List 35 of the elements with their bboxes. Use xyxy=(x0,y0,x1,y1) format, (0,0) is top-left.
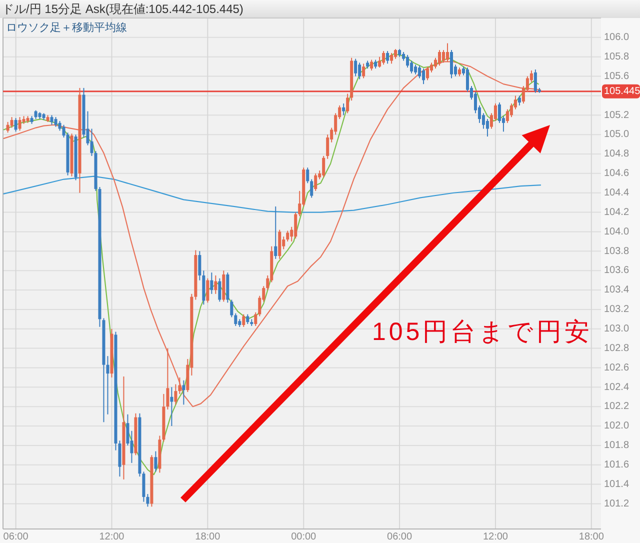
x-tick-label: 18:00 xyxy=(195,532,221,543)
y-tick-label: 104.6 xyxy=(604,168,630,180)
y-tick-label: 103.0 xyxy=(604,324,630,335)
chart-subtitle: ロウソク足＋移動平均線 xyxy=(6,22,127,34)
y-tick-label: 102.2 xyxy=(604,401,630,412)
ref-line-label: 105.445 xyxy=(604,86,640,97)
x-tick-label: 18:00 xyxy=(578,532,604,543)
x-tick-label: 12:00 xyxy=(99,532,125,543)
x-tick-label: 12:00 xyxy=(482,532,508,543)
y-tick-label: 101.2 xyxy=(604,498,630,510)
y-tick-label: 105.8 xyxy=(604,52,630,62)
y-tick-label: 105.0 xyxy=(604,129,630,140)
y-tick-label: 105.6 xyxy=(604,70,630,82)
x-tick-label: 06:00 xyxy=(387,532,412,543)
y-tick-label: 101.8 xyxy=(604,440,630,452)
y-tick-label: 102.4 xyxy=(604,382,630,393)
y-tick-label: 102.0 xyxy=(604,420,630,432)
y-tick-label: 102.6 xyxy=(604,362,630,374)
annotation: 105円台まで円安 xyxy=(372,318,593,346)
y-tick-label: 104.2 xyxy=(604,206,630,218)
x-tick-label: 00:00 xyxy=(291,532,317,543)
y-tick-label: 105.2 xyxy=(604,110,630,121)
x-tick-label: 06:00 xyxy=(3,532,29,543)
y-tick-label: 106.0 xyxy=(604,32,630,44)
chart-title: ドル/円 15分足 Ask(現在値:105.442-105.445) xyxy=(2,2,244,16)
y-tick-label: 103.8 xyxy=(604,246,630,257)
y-tick-label: 104.0 xyxy=(604,226,630,238)
y-tick-label: 104.8 xyxy=(604,148,630,160)
y-tick-label: 101.6 xyxy=(604,460,630,471)
y-tick-label: 103.4 xyxy=(604,284,630,296)
y-tick-label: 102.8 xyxy=(604,342,630,354)
y-tick-label: 103.2 xyxy=(604,304,630,316)
y-tick-label: 104.4 xyxy=(604,188,630,199)
y-tick-label: 103.6 xyxy=(604,265,630,276)
y-tick-label: 101.4 xyxy=(604,478,630,490)
